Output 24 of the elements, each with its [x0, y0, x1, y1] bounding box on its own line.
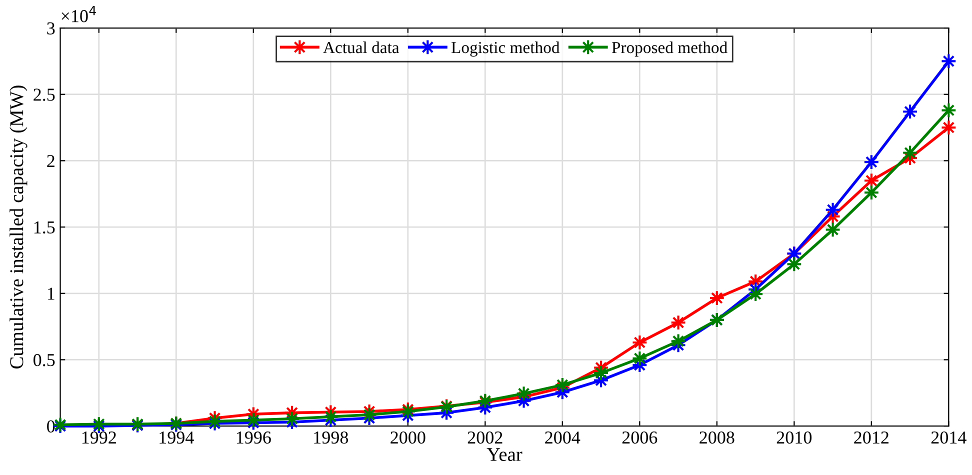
x-tick-label: 1996	[236, 432, 271, 444]
x-tick-label: 1992	[82, 432, 116, 444]
x-tick-label: 1994	[160, 432, 194, 444]
y-tick-label: 3	[47, 22, 55, 34]
y-tick-label: 0.5	[34, 354, 55, 366]
text: ×10$^{4}$	[62, 6, 96, 22]
x-tick-label: 1998	[314, 431, 348, 444]
x-tick-label: 2002	[468, 431, 502, 444]
x-axis-title: Year	[486, 448, 522, 461]
x-tick-label: 2012	[854, 431, 888, 444]
x-tick-label: 2000	[390, 431, 426, 444]
y-tick-label: 1	[48, 288, 54, 300]
x-tick-label: 2008	[700, 431, 734, 444]
x-tick-label: 2004	[545, 431, 580, 444]
legend-label: Logistic method	[451, 41, 560, 57]
legend-label: Actual data	[323, 41, 400, 54]
x-tick-label: 2006	[622, 431, 658, 444]
y-tick-label: 1.5	[34, 221, 55, 234]
y-tick-label: 2	[47, 155, 54, 167]
legend-label: Proposed method	[612, 41, 728, 57]
x-tick-label: 2014	[931, 431, 966, 444]
y-axis-title: Cumulative installed capacity (MW)	[10, 86, 28, 369]
y-tick-label: 2.5	[34, 88, 55, 101]
x-tick-label: 2010	[776, 431, 812, 444]
